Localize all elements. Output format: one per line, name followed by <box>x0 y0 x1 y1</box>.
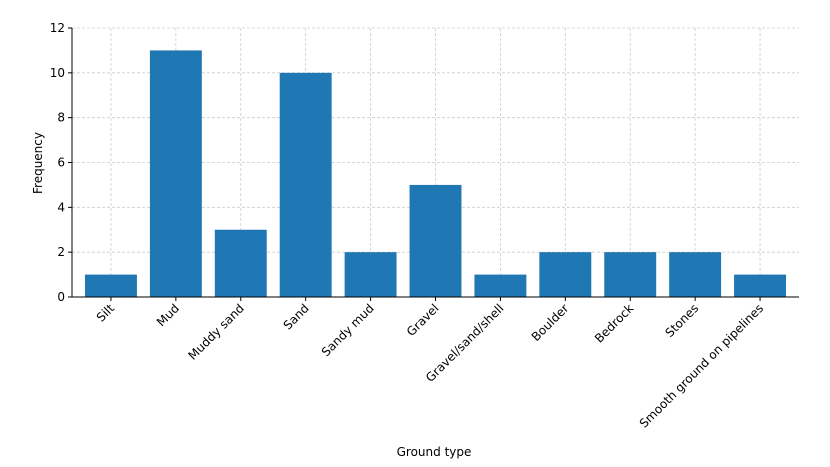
bar <box>474 274 527 297</box>
bar <box>734 274 787 297</box>
bar <box>344 252 397 297</box>
y-tick-label: 6 <box>57 156 65 170</box>
y-tick-label: 2 <box>57 245 65 259</box>
x-tick-label: Bedrock <box>592 301 636 345</box>
x-tick-label: Silt <box>94 301 118 325</box>
x-tick-label: Smooth ground on pipelines <box>637 301 766 430</box>
y-tick-label: 0 <box>57 290 65 304</box>
bar <box>604 252 657 297</box>
x-tick-label: Sand <box>281 301 312 332</box>
bar <box>149 50 202 297</box>
y-tick-label: 8 <box>57 111 65 125</box>
x-tick-label: Muddy sand <box>185 301 246 362</box>
bar <box>409 184 462 297</box>
bar <box>539 252 592 297</box>
y-axis-title: Frequency <box>31 132 45 194</box>
y-tick-label: 12 <box>50 21 65 35</box>
x-tick-label: Stones <box>662 301 701 340</box>
x-tick-label: Sandy mud <box>319 301 377 359</box>
x-tick-label: Boulder <box>529 301 572 344</box>
x-tick-label: Gravel <box>404 301 442 339</box>
bar <box>279 72 332 297</box>
y-tick-label: 4 <box>57 200 65 214</box>
x-axis-title: Ground type <box>397 445 472 459</box>
y-axis-ticks: 0 2 4 6 8 10 12 <box>50 21 72 304</box>
x-tick-label: Mud <box>154 301 182 329</box>
y-tick-label: 10 <box>50 66 65 80</box>
bar <box>84 274 137 297</box>
bar <box>669 252 722 297</box>
x-axis-ticks: Silt Mud Muddy sand Sand Sandy mud GravelGrav… <box>94 297 766 431</box>
bars <box>84 50 787 297</box>
bar <box>214 229 267 297</box>
